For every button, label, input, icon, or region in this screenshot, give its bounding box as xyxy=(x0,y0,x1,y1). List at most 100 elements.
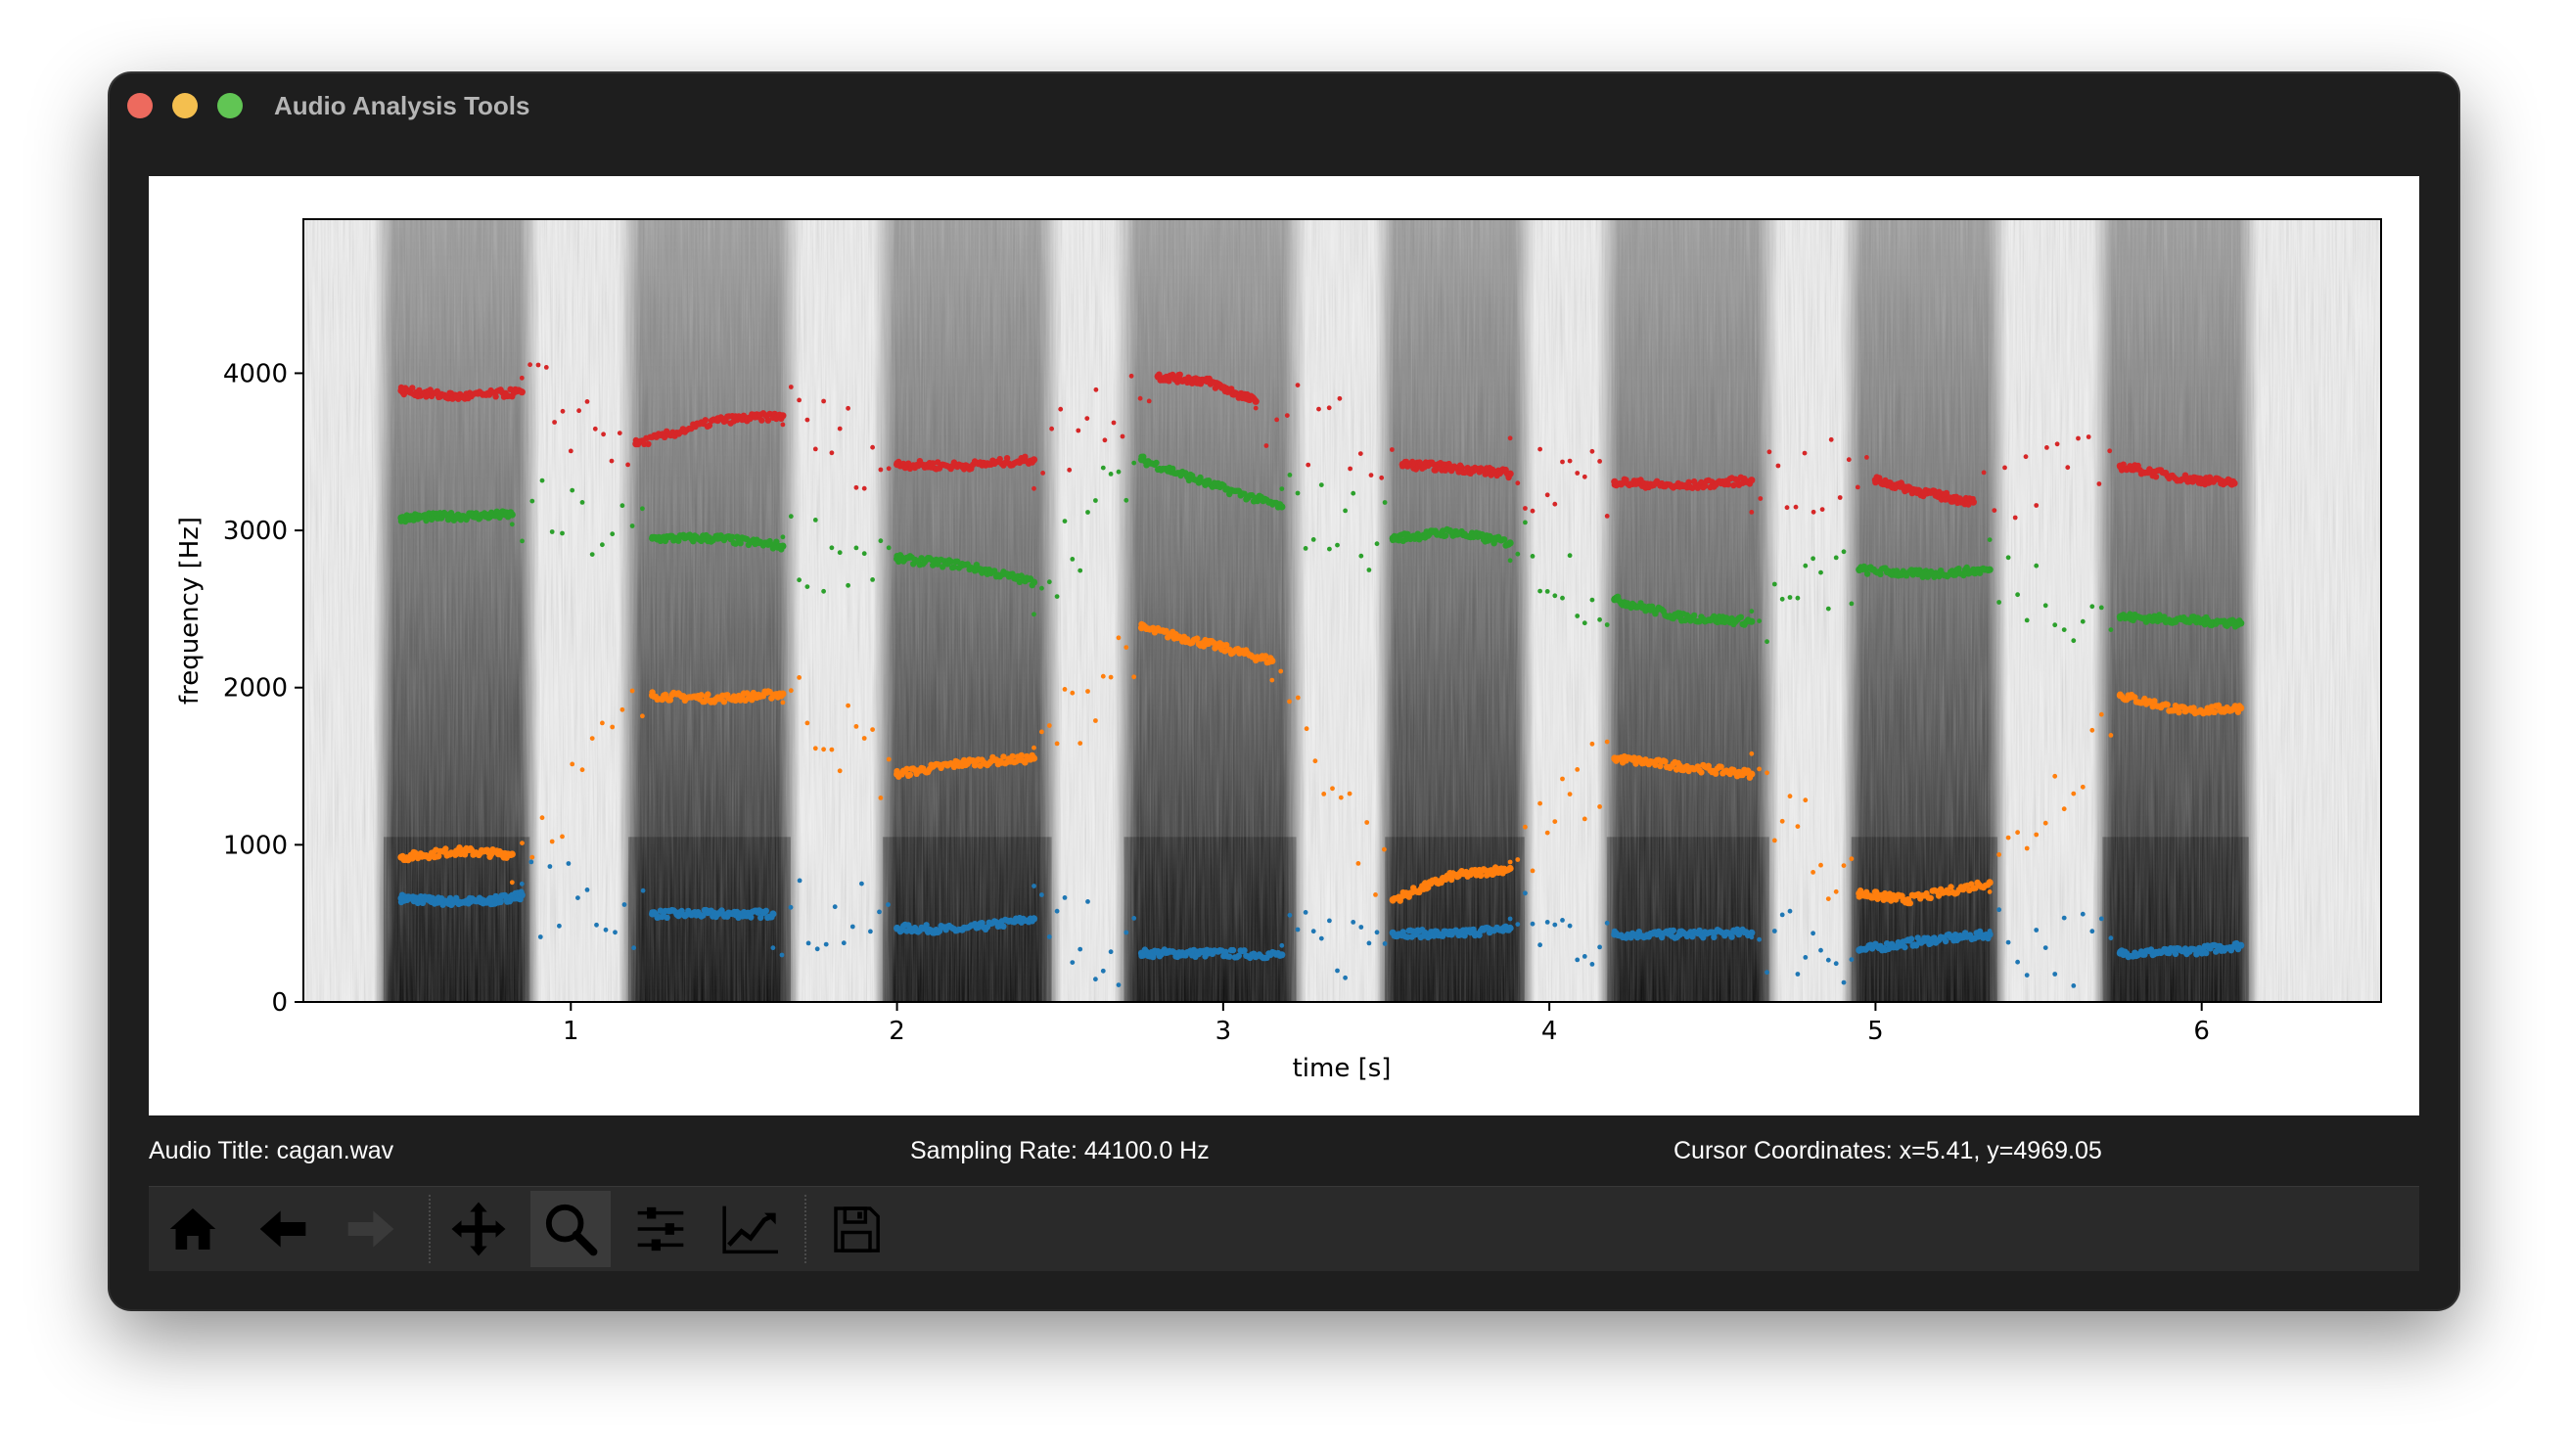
data-point xyxy=(1447,872,1455,881)
data-point xyxy=(1304,726,1309,732)
data-point xyxy=(1537,942,1542,948)
data-point xyxy=(1137,949,1146,957)
data-point xyxy=(2015,592,2020,598)
data-point xyxy=(1351,490,1356,496)
data-point xyxy=(497,898,504,905)
data-point xyxy=(397,514,405,522)
close-window-button[interactable] xyxy=(127,93,153,118)
pan-icon xyxy=(451,1202,506,1256)
data-point xyxy=(2052,622,2058,628)
data-point xyxy=(1039,585,1044,591)
data-point xyxy=(1506,864,1514,873)
data-point xyxy=(797,878,802,884)
data-point xyxy=(950,564,958,570)
data-point xyxy=(821,588,826,594)
data-point xyxy=(2052,773,2058,779)
data-point xyxy=(1054,908,1060,914)
data-point xyxy=(1374,541,1380,547)
data-point xyxy=(600,542,605,548)
data-point xyxy=(2005,939,2011,945)
data-point xyxy=(1355,861,1361,866)
data-point xyxy=(1058,406,1064,412)
plot-canvas[interactable]: 1 2 3 4 5 6 0 1000 2000 3000 4000 time [s] frequen… xyxy=(149,176,2419,1115)
data-point xyxy=(749,697,756,704)
pan-button[interactable] xyxy=(438,1191,519,1267)
data-point xyxy=(1070,557,1076,562)
data-point xyxy=(1787,794,1793,799)
data-point xyxy=(732,540,739,547)
data-point xyxy=(529,854,535,860)
data-point xyxy=(2023,454,2029,460)
minimize-window-button[interactable] xyxy=(172,93,198,118)
data-point xyxy=(1316,406,1321,412)
data-point xyxy=(2089,604,2095,610)
data-point xyxy=(594,922,599,928)
data-point xyxy=(1530,921,1536,927)
data-point xyxy=(1049,426,1054,432)
data-point xyxy=(814,946,820,952)
data-point xyxy=(1447,464,1455,472)
data-point xyxy=(1689,933,1696,940)
data-point xyxy=(1203,949,1211,957)
data-point xyxy=(632,440,640,448)
data-point xyxy=(1318,482,1324,487)
data-point xyxy=(2215,702,2223,709)
data-point xyxy=(2161,614,2168,620)
data-point xyxy=(1856,566,1863,573)
edit-axes-button[interactable] xyxy=(711,1191,791,1267)
data-point xyxy=(1374,930,1380,935)
data-point xyxy=(1263,443,1269,448)
data-point xyxy=(1795,824,1801,829)
y-tick-label: 4000 xyxy=(223,359,288,388)
data-point xyxy=(870,444,875,450)
back-button[interactable] xyxy=(243,1191,323,1267)
data-point xyxy=(2237,619,2245,627)
data-point xyxy=(560,834,565,840)
data-point xyxy=(1552,922,1558,928)
data-point xyxy=(1992,508,1997,513)
zoom-button[interactable] xyxy=(530,1191,611,1267)
save-button[interactable] xyxy=(816,1191,896,1267)
data-point xyxy=(2116,462,2124,470)
data-point xyxy=(1120,433,1125,439)
spectrogram-plot[interactable]: 1 2 3 4 5 6 0 1000 2000 3000 4000 time [s] frequen… xyxy=(149,176,2419,1115)
data-point xyxy=(619,706,625,712)
data-point xyxy=(1515,480,1521,486)
y-tick-label: 2000 xyxy=(223,674,288,704)
data-point xyxy=(2042,603,2048,609)
data-point xyxy=(2116,949,2124,957)
data-point xyxy=(1604,622,1610,627)
data-point xyxy=(552,420,557,425)
data-point xyxy=(2089,929,2095,934)
home-button[interactable] xyxy=(153,1191,233,1267)
data-point xyxy=(1927,894,1934,901)
data-point xyxy=(1515,922,1521,927)
data-point xyxy=(1040,471,1045,476)
data-point xyxy=(1969,498,1977,506)
data-point xyxy=(1784,505,1790,511)
configure-subplots-button[interactable] xyxy=(620,1191,701,1267)
data-point xyxy=(1506,924,1514,933)
data-point xyxy=(1765,639,1769,645)
data-point xyxy=(804,584,810,589)
data-point xyxy=(903,765,910,772)
data-point xyxy=(861,485,867,491)
data-point xyxy=(2012,515,2018,521)
title-bar: Audio Analysis Tools xyxy=(110,73,2458,136)
data-point xyxy=(1274,417,1279,423)
data-point xyxy=(1955,566,1962,572)
data-point xyxy=(570,761,575,767)
zoom-window-button[interactable] xyxy=(217,93,243,118)
data-point xyxy=(2005,555,2011,561)
data-point xyxy=(1552,501,1558,507)
data-point xyxy=(2080,911,2086,917)
data-point xyxy=(1078,946,1083,952)
data-point xyxy=(509,522,515,527)
data-point xyxy=(698,692,705,699)
data-point xyxy=(788,385,794,389)
data-point xyxy=(2237,705,2245,712)
data-point xyxy=(2042,945,2048,950)
forward-button[interactable] xyxy=(331,1191,411,1267)
data-point xyxy=(1100,968,1106,974)
data-point xyxy=(797,675,802,680)
